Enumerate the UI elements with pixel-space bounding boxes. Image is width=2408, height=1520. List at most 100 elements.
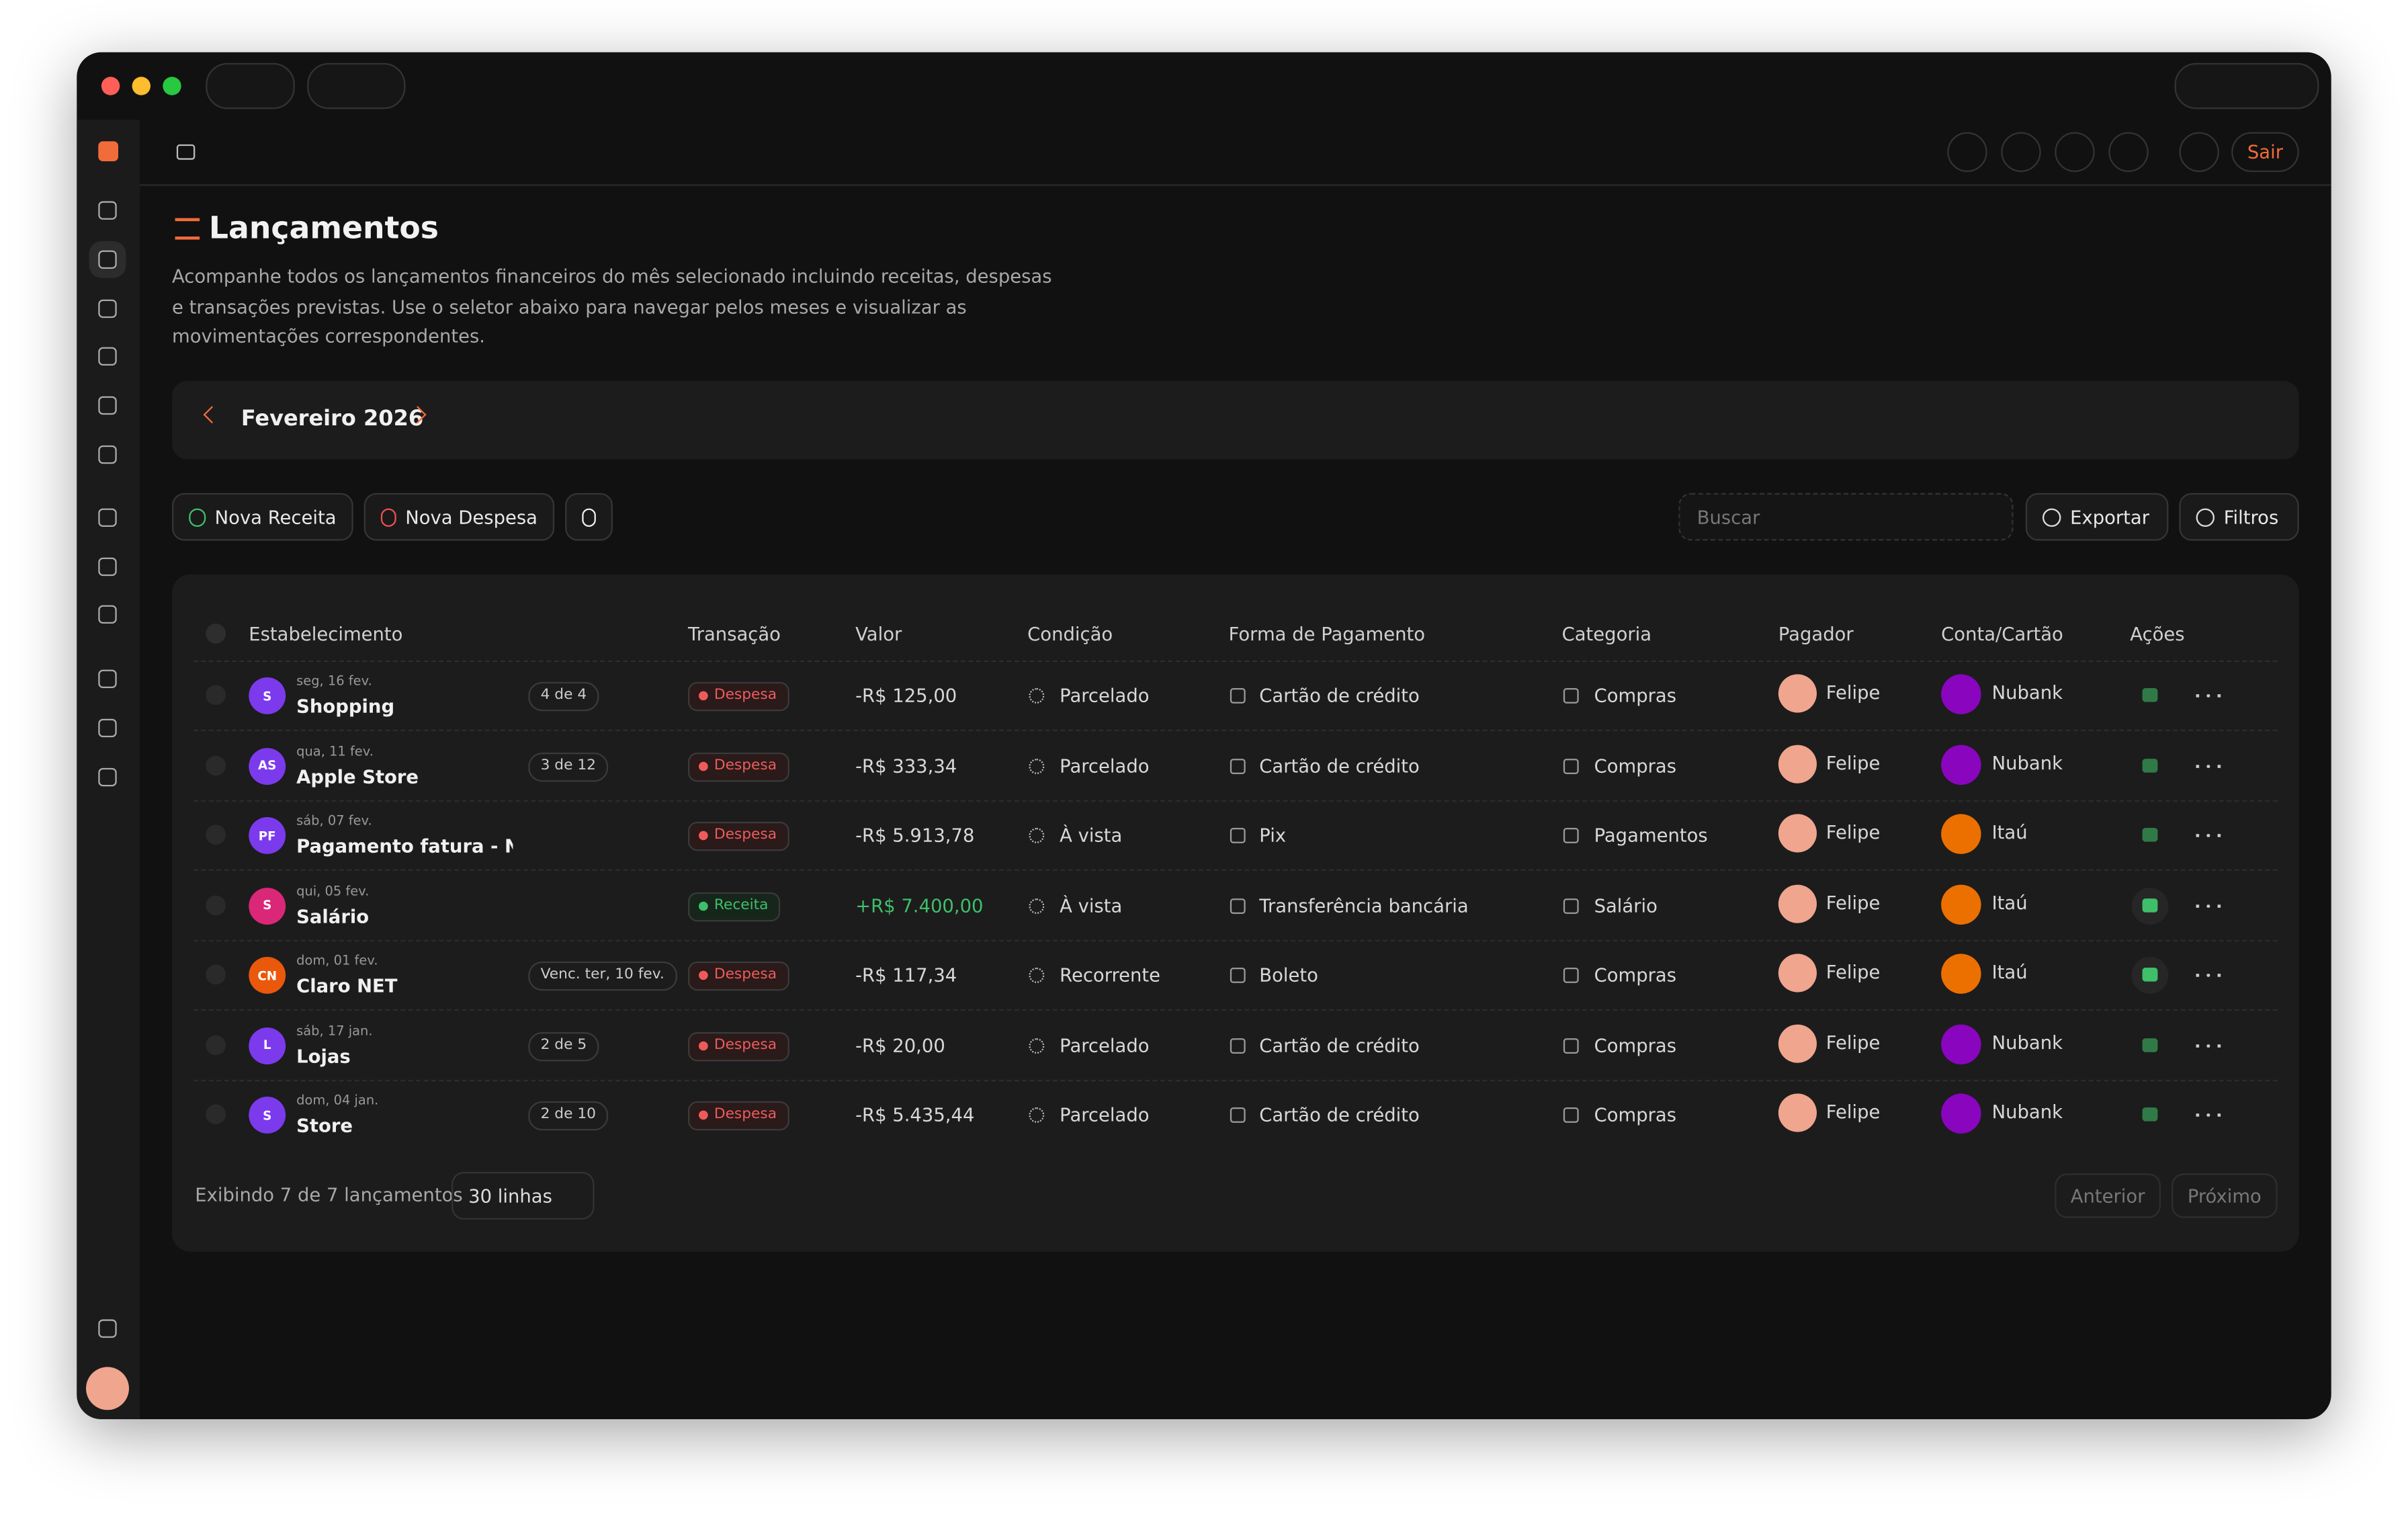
- row-date: sáb, 17 jan.: [296, 1023, 373, 1040]
- toolbar-icon[interactable]: [2055, 132, 2095, 172]
- initials-avatar: S: [249, 677, 286, 714]
- sidebar-icon[interactable]: [98, 605, 117, 624]
- row-divider: [193, 799, 2278, 803]
- row-date: qua, 11 fev.: [296, 744, 374, 760]
- more-button[interactable]: [2196, 904, 2221, 907]
- add-button[interactable]: [565, 493, 613, 541]
- previous-button[interactable]: Anterior: [2055, 1173, 2161, 1218]
- page-description: Acompanhe todos os lançamentos financeir…: [171, 265, 1052, 347]
- toolbar-icon[interactable]: [2108, 132, 2149, 172]
- row-summary: Exibindo 7 de 7 lançamentos: [195, 1184, 463, 1206]
- window-actions[interactable]: [2174, 62, 2319, 110]
- row-divider: [193, 939, 2278, 943]
- row-checkbox[interactable]: [206, 894, 226, 915]
- row-checkbox[interactable]: [206, 964, 226, 985]
- close-dot[interactable]: [101, 77, 120, 95]
- minimize-dot[interactable]: [132, 77, 150, 95]
- initials-avatar: PF: [249, 816, 286, 854]
- more-button[interactable]: [2196, 694, 2221, 698]
- next-button[interactable]: Próximo: [2171, 1173, 2278, 1218]
- toolbar-icon[interactable]: [1947, 132, 1987, 172]
- confirm-icon: [2142, 827, 2158, 842]
- row-value: -R$ 20,00: [855, 1034, 945, 1056]
- search-input[interactable]: Buscar: [1678, 493, 2014, 541]
- confirm-icon: [2142, 1107, 2158, 1122]
- installment-badge: 4 de 4: [528, 681, 599, 712]
- condition-icon: [1029, 1107, 1045, 1123]
- new-income-button[interactable]: Nova Receita: [171, 493, 353, 541]
- sidebar-icon[interactable]: [98, 508, 117, 527]
- toolbar-icon[interactable]: [2001, 132, 2041, 172]
- sidebar-icon[interactable]: [98, 250, 117, 269]
- sidebar-icon[interactable]: [98, 299, 117, 319]
- row-checkbox[interactable]: [206, 825, 226, 845]
- sidebar-toggle[interactable]: [206, 62, 295, 110]
- zoom-dot[interactable]: [163, 77, 181, 95]
- sidebar-icon[interactable]: [98, 1319, 117, 1338]
- export-button[interactable]: Exportar: [2025, 493, 2169, 541]
- category-icon: [1563, 1107, 1579, 1123]
- type-dot: [698, 691, 708, 701]
- row-payer: Felipe: [1825, 681, 1881, 704]
- filters-button[interactable]: Filtros: [2179, 493, 2299, 541]
- confirm-icon: [2142, 1037, 2158, 1052]
- search-placeholder: Buscar: [1696, 507, 1760, 529]
- row-name: Claro NET: [296, 975, 398, 997]
- sidebar-icon[interactable]: [98, 557, 117, 577]
- account-logo: [1941, 884, 1981, 924]
- more-button[interactable]: [2196, 1044, 2221, 1047]
- sidebar-icon[interactable]: [98, 347, 117, 366]
- row-date: dom, 04 jan.: [296, 1093, 379, 1109]
- page-size-select[interactable]: 30 linhas: [451, 1171, 595, 1220]
- sidebar-icon[interactable]: [98, 669, 117, 688]
- row-checkbox[interactable]: [206, 755, 226, 775]
- button-label: Nova Despesa: [405, 506, 538, 528]
- confirm-icon: [2142, 897, 2158, 912]
- sidebar-icon[interactable]: [98, 396, 117, 415]
- row-category: Pagamentos: [1594, 825, 1708, 847]
- more-button[interactable]: [2196, 834, 2221, 837]
- logout-button[interactable]: Sair: [2231, 132, 2299, 172]
- row-checkbox[interactable]: [206, 1104, 226, 1125]
- column-header: Estabelecimento: [249, 623, 403, 645]
- sidebar-icon[interactable]: [98, 201, 117, 220]
- row-condition: Parcelado: [1060, 1034, 1150, 1056]
- toolbar-icon[interactable]: [2179, 132, 2219, 172]
- new-expense-button[interactable]: Nova Despesa: [363, 493, 555, 541]
- panel-toggle[interactable]: [176, 144, 196, 160]
- confirm-icon: [2142, 967, 2158, 982]
- row-payer: Felipe: [1825, 751, 1881, 773]
- type-badge: Despesa: [687, 961, 789, 991]
- category-icon: [1563, 757, 1579, 773]
- sidebar-icon[interactable]: [98, 445, 117, 464]
- select-all[interactable]: [206, 623, 226, 644]
- payer-avatar: [1778, 744, 1817, 783]
- more-button[interactable]: [2196, 1113, 2221, 1117]
- user-avatar[interactable]: [85, 1367, 129, 1410]
- sidebar-icon[interactable]: [98, 767, 117, 787]
- row-date: sáb, 07 fev.: [296, 814, 372, 830]
- row-value: -R$ 5.435,44: [855, 1104, 975, 1126]
- sidebar-icon[interactable]: [98, 718, 117, 738]
- nav-arrows[interactable]: [307, 62, 406, 110]
- row-condition: Recorrente: [1060, 964, 1161, 986]
- row-checkbox[interactable]: [206, 685, 226, 706]
- row-name: Pagamento fatura - Nuba: [296, 835, 513, 857]
- row-account: Nubank: [1991, 751, 2063, 773]
- initials-avatar: S: [249, 886, 286, 924]
- row-condition: Parcelado: [1060, 755, 1150, 777]
- column-header: Transação: [687, 623, 781, 645]
- more-button[interactable]: [2196, 974, 2221, 977]
- more-button[interactable]: [2196, 764, 2221, 767]
- category-icon: [1563, 1037, 1579, 1053]
- row-payment: Cartão de crédito: [1259, 1034, 1420, 1056]
- account-logo: [1941, 744, 1981, 784]
- row-condition: À vista: [1060, 825, 1123, 847]
- row-value: -R$ 125,00: [855, 685, 957, 707]
- divider: [139, 184, 2331, 186]
- initials-avatar: CN: [249, 956, 286, 994]
- next-label: Próximo: [2187, 1185, 2262, 1207]
- row-checkbox[interactable]: [206, 1034, 226, 1055]
